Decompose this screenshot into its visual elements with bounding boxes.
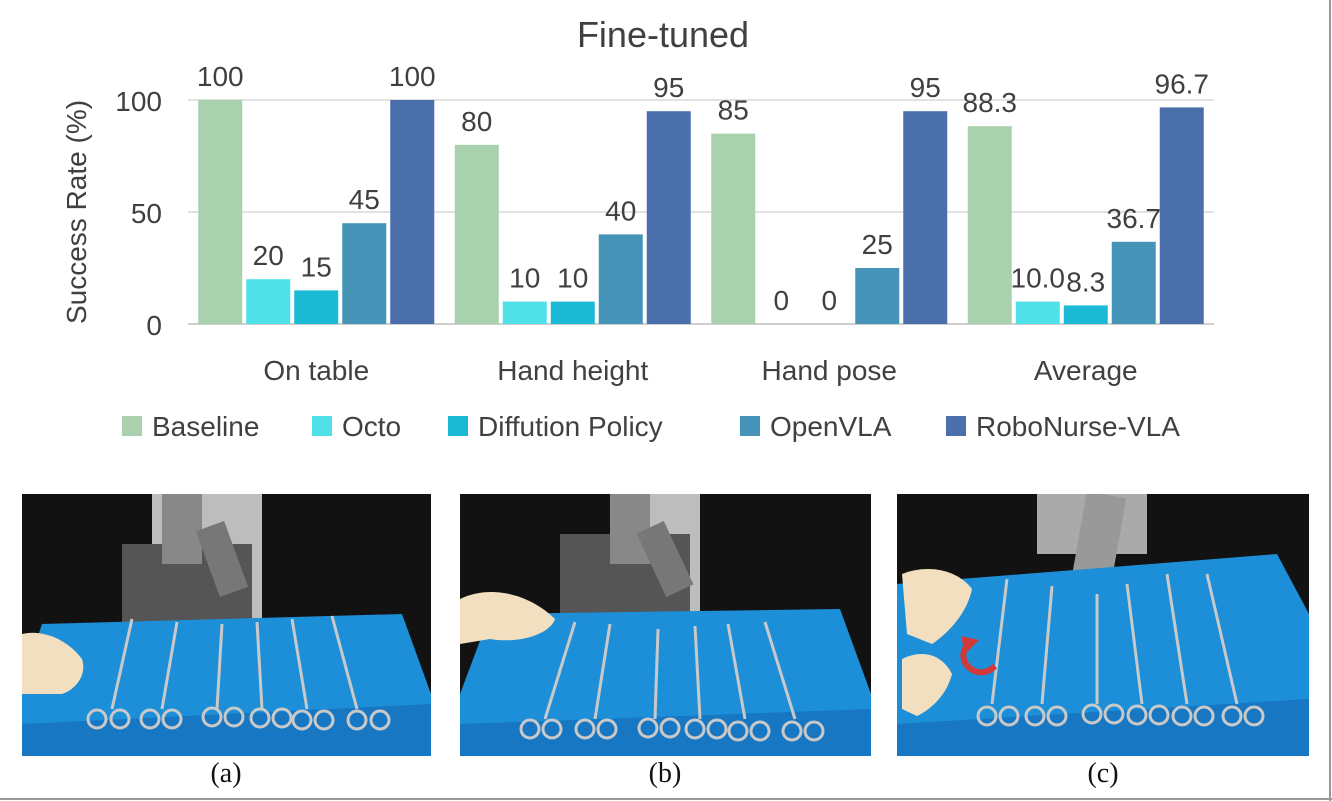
y-tick-label-1: 50 [131, 198, 162, 229]
legend-swatch-3 [740, 416, 760, 436]
bar-3-4 [1159, 107, 1204, 324]
data-label-1-3: 40 [605, 195, 636, 226]
bar-2-3 [855, 268, 900, 324]
bar-0-3 [342, 223, 387, 324]
legend-label-1: Octo [342, 411, 401, 442]
x-tick-label-0: On table [263, 355, 369, 386]
legend-label-2: Diffution Policy [478, 411, 663, 442]
data-label-3-0: 88.3 [963, 87, 1018, 118]
data-label-0-2: 15 [301, 251, 332, 282]
bar-0-4 [390, 100, 435, 324]
bar-0-1 [246, 279, 291, 324]
bar-2-0 [711, 133, 756, 324]
data-label-2-4: 95 [910, 72, 941, 103]
data-label-0-0: 100 [197, 61, 244, 92]
photo-caption-a: (a) [210, 758, 242, 789]
bar-1-0 [454, 144, 499, 324]
data-label-2-3: 25 [862, 229, 893, 260]
y-axis-label: Success Rate (%) [61, 100, 92, 324]
data-label-2-1: 0 [773, 285, 789, 316]
data-label-1-1: 10 [509, 263, 540, 294]
bar-3-0 [967, 126, 1012, 324]
bar-0-0 [198, 100, 243, 324]
data-label-0-1: 20 [253, 240, 284, 271]
bar-2-4 [903, 111, 948, 324]
gloved-hand-icon [460, 591, 555, 644]
photo-caption-b: (b) [648, 758, 682, 789]
legend-swatch-1 [312, 416, 332, 436]
legend-label-4: RoboNurse-VLA [976, 411, 1180, 442]
data-label-0-4: 100 [389, 61, 436, 92]
photo-panel-c [897, 494, 1309, 756]
data-label-2-0: 85 [718, 95, 749, 126]
y-tick-label-2: 100 [115, 86, 162, 117]
gloved-hand-icon [902, 569, 972, 716]
y-tick-label-0: 0 [146, 310, 162, 341]
data-label-2-2: 0 [821, 285, 837, 316]
bar-0-2 [294, 290, 339, 324]
bottom-frame-line [0, 798, 1332, 800]
data-label-3-4: 96.7 [1155, 68, 1210, 99]
bar-3-1 [1015, 301, 1060, 324]
photo-panel-b [460, 494, 871, 756]
legend-swatch-4 [946, 416, 966, 436]
bar-1-1 [502, 301, 547, 324]
data-label-3-3: 36.7 [1107, 203, 1162, 234]
bar-3-2 [1063, 305, 1108, 324]
rotate-arrow-icon [960, 636, 998, 676]
bar-3-3 [1111, 241, 1156, 324]
legend-label-0: Baseline [152, 411, 259, 442]
data-label-3-1: 10.0 [1011, 263, 1066, 294]
gloved-hand-icon [22, 632, 84, 694]
chart-title: Fine-tuned [577, 14, 749, 55]
legend-label-3: OpenVLA [770, 411, 892, 442]
x-tick-label-1: Hand height [497, 355, 648, 386]
legend-swatch-0 [122, 416, 142, 436]
data-label-0-3: 45 [349, 184, 380, 215]
photo-panel-a [22, 494, 431, 756]
x-tick-label-2: Hand pose [762, 355, 897, 386]
data-label-1-4: 95 [653, 72, 684, 103]
data-label-1-2: 10 [557, 263, 588, 294]
data-label-3-2: 8.3 [1066, 266, 1105, 297]
x-tick-label-3: Average [1034, 355, 1138, 386]
bar-chart: 0 50 100 Fine-tuned Success Rate (%) 100 20 15 4… [61, 14, 1214, 442]
bar-1-4 [646, 111, 691, 324]
bar-1-2 [550, 301, 595, 324]
legend-swatch-2 [448, 416, 468, 436]
data-label-1-0: 80 [461, 106, 492, 137]
right-frame-line [1329, 0, 1331, 801]
bar-1-3 [598, 234, 643, 324]
photo-caption-c: (c) [1087, 758, 1119, 789]
